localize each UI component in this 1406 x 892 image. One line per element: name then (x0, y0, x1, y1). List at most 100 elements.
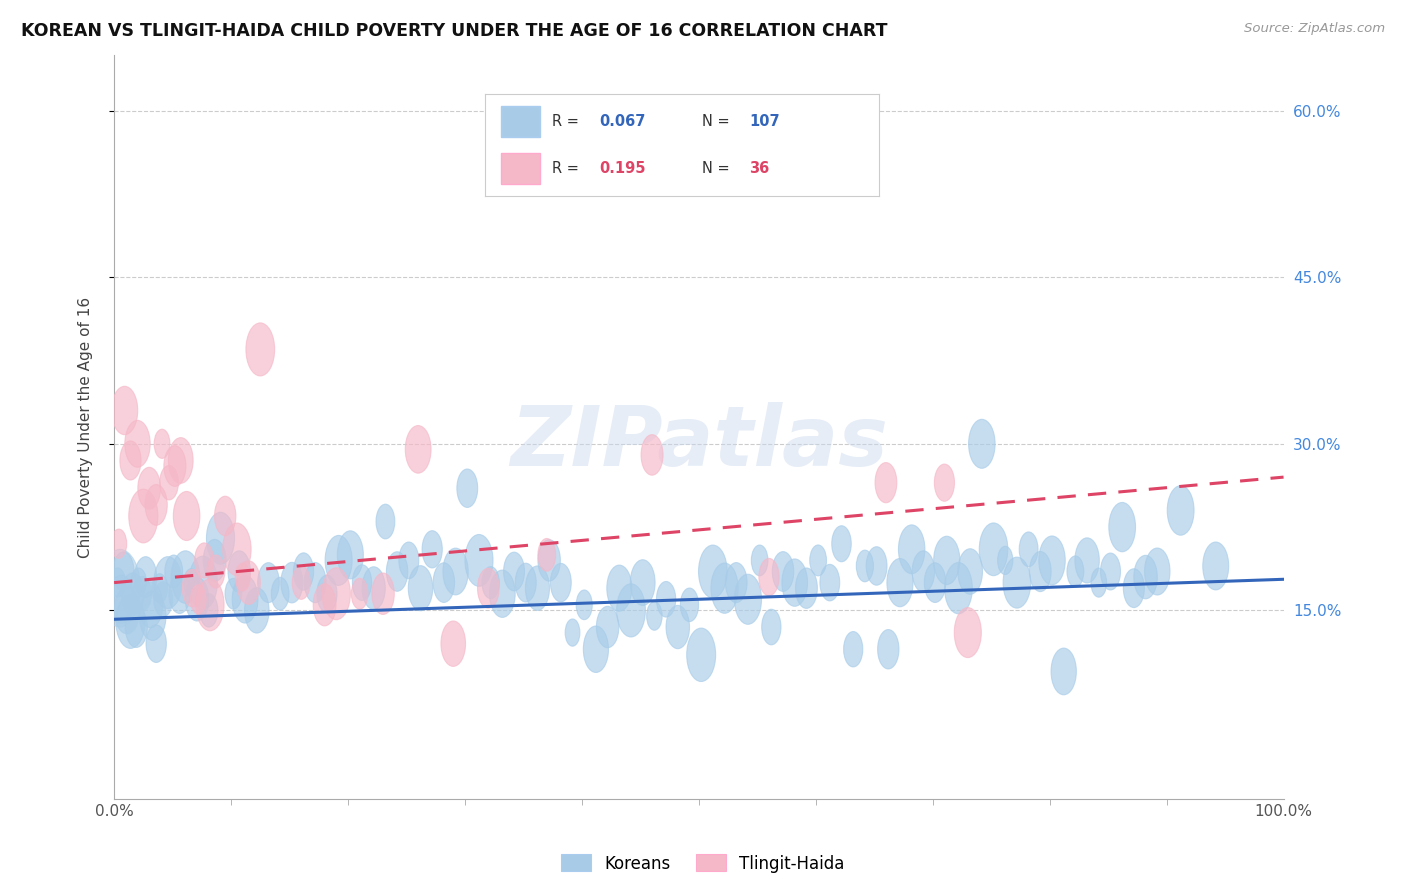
Ellipse shape (1133, 556, 1157, 599)
Ellipse shape (657, 582, 676, 617)
Text: N =: N = (702, 161, 734, 176)
Ellipse shape (734, 574, 762, 624)
Ellipse shape (195, 579, 224, 631)
Ellipse shape (515, 563, 536, 602)
Ellipse shape (165, 446, 186, 486)
Ellipse shape (135, 557, 156, 598)
Ellipse shape (1109, 502, 1136, 552)
Ellipse shape (641, 434, 664, 475)
Ellipse shape (215, 496, 236, 536)
Y-axis label: Child Poverty Under the Age of 16: Child Poverty Under the Age of 16 (79, 296, 93, 558)
Ellipse shape (762, 609, 780, 645)
Ellipse shape (129, 489, 157, 543)
Ellipse shape (292, 566, 311, 599)
Ellipse shape (489, 570, 515, 617)
Ellipse shape (304, 563, 326, 603)
Ellipse shape (281, 562, 302, 603)
Ellipse shape (246, 323, 274, 376)
Ellipse shape (935, 464, 955, 501)
Ellipse shape (114, 587, 139, 634)
Ellipse shape (200, 594, 218, 627)
Ellipse shape (433, 563, 454, 602)
Ellipse shape (405, 425, 432, 473)
Ellipse shape (160, 466, 179, 500)
Ellipse shape (1052, 648, 1077, 695)
Ellipse shape (503, 552, 524, 591)
Ellipse shape (112, 552, 134, 591)
Ellipse shape (934, 536, 960, 584)
FancyBboxPatch shape (501, 153, 540, 184)
Ellipse shape (1074, 538, 1099, 583)
Ellipse shape (271, 577, 290, 610)
Ellipse shape (145, 484, 167, 525)
Ellipse shape (371, 573, 394, 615)
Ellipse shape (172, 550, 200, 603)
Text: 0.067: 0.067 (599, 114, 645, 128)
Ellipse shape (979, 523, 1008, 575)
Ellipse shape (422, 531, 443, 568)
Ellipse shape (173, 491, 200, 541)
Ellipse shape (138, 582, 163, 628)
Ellipse shape (1144, 548, 1170, 595)
Ellipse shape (1019, 532, 1038, 566)
Ellipse shape (443, 548, 468, 595)
Ellipse shape (810, 545, 827, 576)
Ellipse shape (875, 463, 897, 503)
Ellipse shape (204, 540, 226, 582)
Ellipse shape (169, 438, 193, 483)
Ellipse shape (751, 545, 768, 576)
Ellipse shape (100, 549, 141, 627)
Ellipse shape (441, 621, 465, 666)
Ellipse shape (699, 545, 727, 598)
Ellipse shape (832, 525, 851, 562)
Ellipse shape (1123, 569, 1144, 607)
Ellipse shape (121, 573, 145, 615)
Ellipse shape (1039, 536, 1066, 585)
Ellipse shape (169, 574, 190, 614)
Ellipse shape (257, 563, 280, 603)
Ellipse shape (1002, 558, 1031, 608)
Ellipse shape (844, 632, 863, 667)
Text: 107: 107 (749, 114, 779, 128)
Ellipse shape (681, 588, 699, 622)
Ellipse shape (375, 504, 395, 539)
Ellipse shape (207, 555, 225, 588)
Ellipse shape (912, 550, 935, 592)
Ellipse shape (232, 575, 257, 624)
Ellipse shape (236, 561, 260, 605)
Ellipse shape (222, 523, 252, 575)
Ellipse shape (110, 568, 125, 598)
Ellipse shape (465, 534, 494, 586)
Ellipse shape (207, 512, 235, 564)
Ellipse shape (138, 467, 160, 509)
Ellipse shape (235, 563, 250, 591)
Ellipse shape (190, 585, 207, 614)
Legend: Koreans, Tlingit-Haida: Koreans, Tlingit-Haida (555, 847, 851, 880)
Ellipse shape (325, 535, 352, 585)
Ellipse shape (115, 595, 145, 648)
Ellipse shape (820, 565, 839, 601)
Ellipse shape (165, 555, 183, 588)
Ellipse shape (322, 567, 350, 620)
Ellipse shape (408, 566, 433, 611)
Ellipse shape (666, 606, 689, 648)
Ellipse shape (617, 583, 645, 637)
Ellipse shape (772, 551, 794, 591)
Ellipse shape (125, 420, 150, 467)
Ellipse shape (337, 531, 363, 579)
Ellipse shape (186, 577, 209, 621)
Ellipse shape (686, 628, 716, 681)
Ellipse shape (866, 547, 887, 585)
Ellipse shape (969, 419, 995, 468)
Ellipse shape (146, 625, 166, 663)
Ellipse shape (482, 566, 499, 599)
Ellipse shape (188, 556, 218, 609)
Ellipse shape (1067, 556, 1084, 587)
Text: Source: ZipAtlas.com: Source: ZipAtlas.com (1244, 22, 1385, 36)
Ellipse shape (576, 590, 592, 620)
Ellipse shape (155, 429, 170, 458)
Ellipse shape (782, 559, 807, 607)
Ellipse shape (184, 569, 198, 597)
Ellipse shape (526, 566, 550, 610)
Ellipse shape (153, 557, 181, 608)
